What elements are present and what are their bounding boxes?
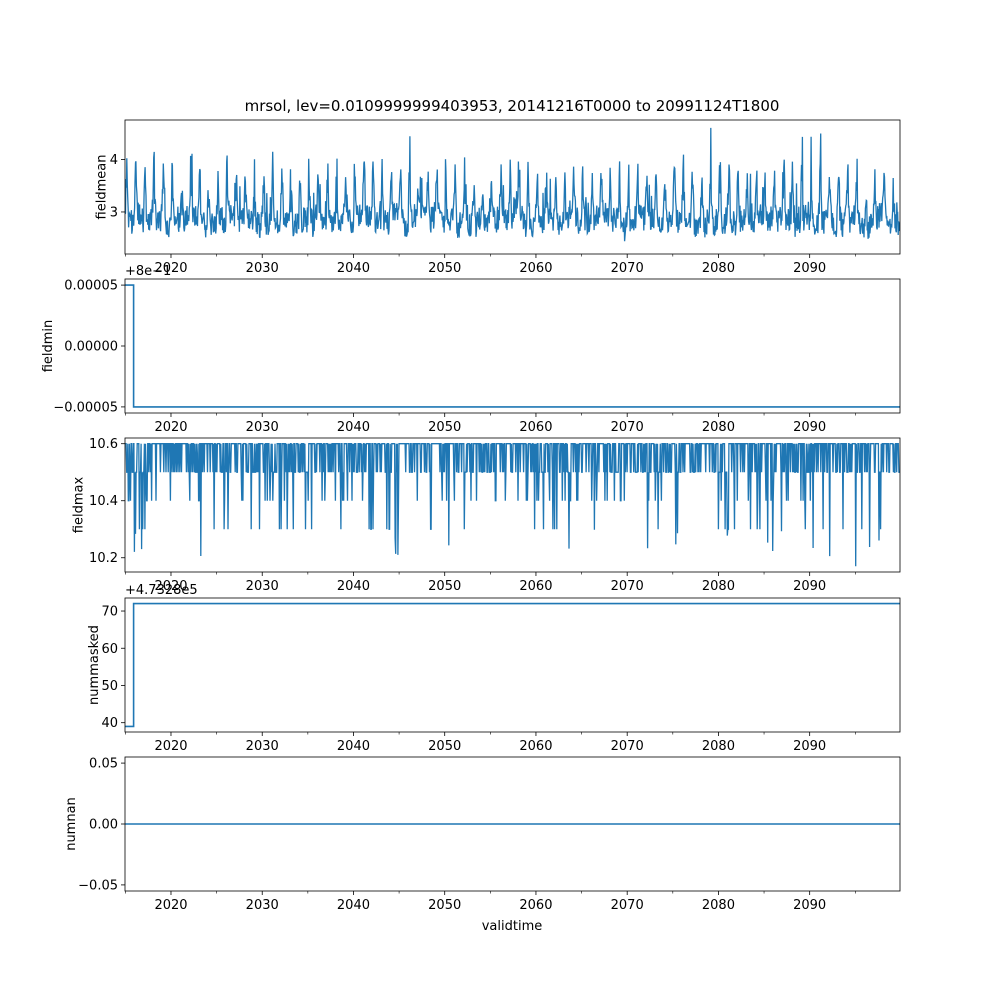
x-tick-label: 2070 [611, 898, 644, 913]
chart-title: mrsol, lev=0.0109999999403953, 20141216T… [245, 97, 780, 115]
x-tick-label: 2090 [793, 579, 826, 594]
x-tick-label: 2050 [428, 420, 461, 435]
x-tick-label: 2040 [337, 898, 370, 913]
x-tick-label: 2070 [611, 739, 644, 754]
x-tick-label: 2090 [793, 420, 826, 435]
y-axis-label: fieldmin [41, 320, 56, 373]
x-tick-label: 2070 [611, 579, 644, 594]
x-tick-label: 2050 [428, 579, 461, 594]
y-tick-label: −0.05 [78, 878, 118, 893]
x-tick-label: 2090 [793, 261, 826, 276]
panel-fieldmin: 2020 2030 2040 2050 2060 2070 2080 2090 −0.00005… [41, 264, 901, 435]
line-fieldmean [125, 127, 900, 242]
x-tick-label: 2030 [246, 898, 279, 913]
x-tick-label: 2020 [154, 420, 187, 435]
y-tick-label: 10.6 [89, 437, 118, 452]
y-tick-label: 60 [101, 642, 118, 657]
x-tick-label: 2060 [519, 579, 552, 594]
x-tick-label: 2040 [337, 261, 370, 276]
axes-frame [124, 437, 901, 573]
x-tick-label: 2060 [519, 420, 552, 435]
x-tick-label: 2080 [702, 261, 735, 276]
x-tick-label: 2080 [702, 739, 735, 754]
x-tick-label: 2040 [337, 739, 370, 754]
x-tick-label: 2080 [702, 420, 735, 435]
line-fieldmax [125, 443, 900, 567]
x-tick-label: 2020 [154, 898, 187, 913]
offset-label: +8e−1 [125, 264, 171, 279]
y-tick-label: 0.00000 [64, 340, 118, 355]
y-tick-label: 50 [101, 679, 118, 694]
panel-fieldmax: 2020 2030 2040 2050 2060 2070 2080 2090 10.2 10.4… [72, 437, 901, 594]
x-tick-label: 2090 [793, 739, 826, 754]
x-tick-label: 2020 [154, 261, 187, 276]
panel-nummasked: 2020 2030 2040 2050 2060 2070 2080 2090 40 50 60 70… [87, 583, 901, 754]
panel-fieldmean: 2020 2030 2040 2050 2060 2070 2080 2090 3 4fieldm… [94, 119, 901, 276]
x-tick-label: 2050 [428, 261, 461, 276]
y-tick-label: 70 [101, 605, 118, 620]
y-tick-label: 10.2 [89, 551, 118, 566]
y-tick-label: 40 [101, 716, 118, 731]
y-tick-label: −0.00005 [53, 400, 118, 415]
x-tick-label: 2020 [154, 579, 187, 594]
y-tick-label: 0.00 [89, 818, 118, 833]
y-axis-label: nummasked [87, 625, 102, 705]
x-tick-label: 2030 [246, 420, 279, 435]
line-fieldmin [125, 284, 900, 408]
x-tick-label: 2020 [154, 739, 187, 754]
x-tick-label: 2080 [702, 898, 735, 913]
panels: 2020 2030 2040 2050 2060 2070 2080 209034fieldm… [41, 119, 901, 913]
x-tick-label: 2050 [428, 739, 461, 754]
x-tick-label: 2070 [611, 261, 644, 276]
x-axis-label: validtime [482, 919, 543, 934]
y-tick-label: 4 [110, 153, 118, 168]
x-tick-label: 2030 [246, 579, 279, 594]
x-tick-label: 2080 [702, 579, 735, 594]
axes-frame [124, 597, 901, 733]
x-tick-label: 2030 [246, 261, 279, 276]
y-tick-label: 10.4 [89, 494, 118, 509]
y-tick-label: 0.00005 [64, 279, 118, 294]
x-tick-label: 2060 [519, 261, 552, 276]
y-axis-label: numnan [64, 797, 79, 851]
x-tick-label: 2050 [428, 898, 461, 913]
axes-frame [124, 119, 901, 255]
x-tick-label: 2090 [793, 898, 826, 913]
axes-frame [124, 278, 901, 414]
panel-numnan: 2020 2030 2040 2050 2060 2070 2080 2090 −0.05 0.0… [64, 757, 901, 913]
x-tick-label: 2040 [337, 579, 370, 594]
x-tick-label: 2070 [611, 420, 644, 435]
line-nummasked [125, 602, 900, 728]
y-tick-label: 0.05 [89, 757, 118, 772]
y-tick-label: 3 [110, 205, 118, 220]
x-tick-label: 2060 [519, 739, 552, 754]
offset-label: +4.7328e5 [125, 583, 198, 598]
y-axis-label: fieldmean [94, 155, 109, 220]
x-tick-label: 2040 [337, 420, 370, 435]
y-axis-label: fieldmax [72, 477, 87, 534]
x-tick-label: 2030 [246, 739, 279, 754]
x-tick-label: 2060 [519, 898, 552, 913]
